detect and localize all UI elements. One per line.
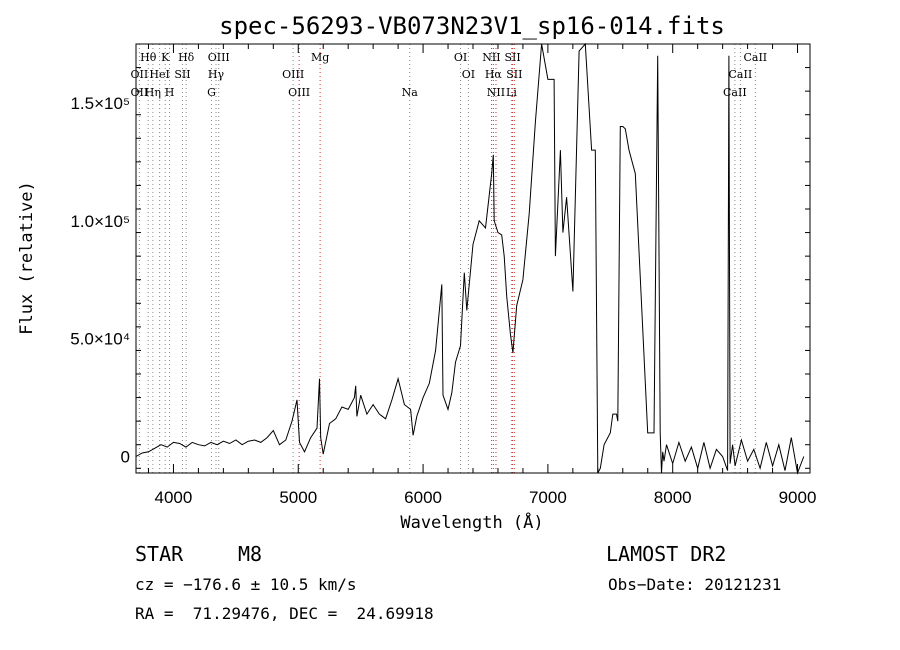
line-label-24: NII <box>487 86 505 99</box>
chart-title: spec-56293-VB073N23V1_sp16-014.fits <box>219 12 725 40</box>
y-axis-ticks: 0 5.0×10⁴ 1.0×10⁵ 1.5×10⁵ <box>70 43 810 469</box>
line-label-21: G <box>207 86 216 99</box>
spectrum-series-line <box>135 42 805 475</box>
line-label-4: Mg <box>311 51 329 64</box>
y-tick-label-2: 1.0×10⁵ <box>70 212 130 231</box>
line-label-17: CaII <box>729 68 753 81</box>
obs-date: Obs−Date: 20121231 <box>608 575 782 594</box>
line-label-10: HeI <box>149 68 169 81</box>
line-label-3: OIII <box>208 51 230 64</box>
line-label-5: OI <box>454 51 467 64</box>
line-label-18: OII <box>131 86 149 99</box>
y-tick-label-1: 5.0×10⁴ <box>70 330 130 349</box>
plot-frame <box>135 43 811 474</box>
object-class: STAR <box>135 542 184 566</box>
line-label-2: Hδ <box>178 51 195 64</box>
line-label-19: Hη <box>145 86 161 99</box>
line-label-15: Hα <box>485 68 503 81</box>
y-axis-label: Flux (relative) <box>17 181 37 335</box>
line-label-26: CaII <box>723 86 747 99</box>
line-label-1: K <box>161 51 170 64</box>
object-subclass: M8 <box>238 542 263 566</box>
redshift-cz: cz = −176.6 ± 10.5 km/s <box>135 575 357 594</box>
line-label-13: OIII <box>282 68 304 81</box>
y-tick-label-0: 0 <box>121 448 130 467</box>
x-tick-label-0: 4000 <box>155 488 193 507</box>
y-tick-label-3: 1.5×10⁵ <box>70 94 130 113</box>
line-label-0: Hθ <box>140 51 157 64</box>
line-label-25: Li <box>506 86 517 99</box>
x-axis-label: Wavelength (Å) <box>400 511 543 533</box>
x-tick-label-2: 6000 <box>404 488 442 507</box>
ra-dec: RA = 71.29476, DEC = 24.69918 <box>135 604 434 623</box>
line-label-7: SII <box>504 51 520 64</box>
line-label-8: CaII <box>743 51 767 64</box>
line-label-16: SII <box>506 68 522 81</box>
x-tick-label-3: 7000 <box>529 488 567 507</box>
line-label-9: OII <box>131 68 149 81</box>
line-label-20: H <box>165 86 175 99</box>
line-label-22: OIII <box>288 86 310 99</box>
survey-name: LAMOST DR2 <box>606 542 727 566</box>
line-label-14: OI <box>462 68 475 81</box>
line-label-12: Hγ <box>208 68 225 81</box>
x-tick-label-5: 9000 <box>779 488 817 507</box>
line-label-11: SII <box>174 68 190 81</box>
x-tick-label-4: 8000 <box>654 488 692 507</box>
x-axis-ticks: 4000 5000 6000 7000 8000 9000 <box>147 44 817 507</box>
line-label-6: NII <box>482 51 500 64</box>
line-label-23: Na <box>402 86 419 99</box>
x-tick-label-1: 5000 <box>279 488 317 507</box>
